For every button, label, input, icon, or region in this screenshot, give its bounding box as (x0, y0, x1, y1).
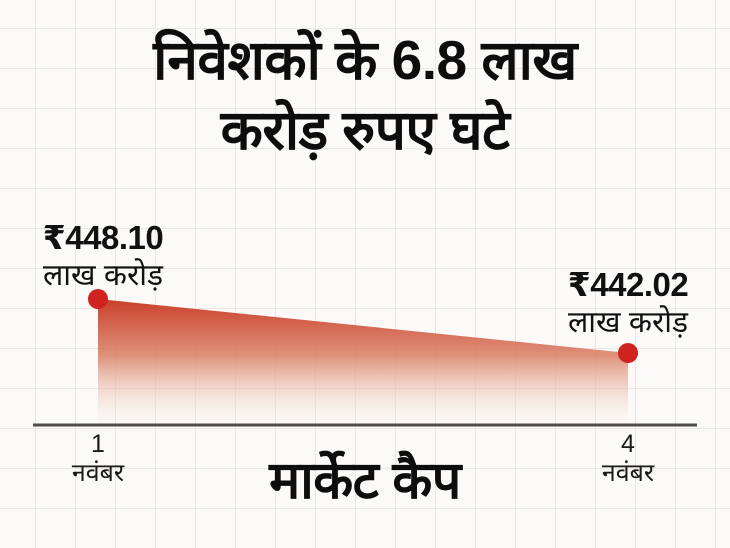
chart-title: मार्केट कैप (269, 452, 461, 510)
value-label-nov4: ₹442.02 (567, 266, 689, 303)
x-tick-nov1-month: नवंबर (71, 458, 125, 487)
unit-label-nov4: लाख करोड़ (567, 305, 689, 339)
value-label-nov1: ₹448.10 (42, 219, 164, 256)
x-tick-nov4-day: 4 (621, 430, 635, 458)
x-tick-nov1: 1 नवंबर (28, 430, 168, 488)
annotation-nov4: ₹442.02 लाख करोड़ (538, 266, 718, 340)
area-series (98, 299, 628, 424)
headline-line-2: करोड़ रुपए घटे (220, 98, 510, 161)
unit-label-nov1: लाख करोड़ (42, 258, 164, 292)
annotation-nov1: ₹448.10 लाख करोड़ (13, 219, 193, 293)
x-tick-nov4-month: नवंबर (601, 458, 655, 487)
data-point-dot-nov1 (88, 289, 108, 309)
headline: निवेशकों के 6.8 लाख करोड़ रुपए घटे (0, 26, 730, 166)
x-tick-nov1-day: 1 (91, 430, 105, 458)
x-tick-nov4: 4 नवंबर (558, 430, 698, 488)
headline-line-1: निवेशकों के 6.8 लाख (153, 29, 577, 91)
data-point-dot-nov4 (618, 343, 638, 363)
